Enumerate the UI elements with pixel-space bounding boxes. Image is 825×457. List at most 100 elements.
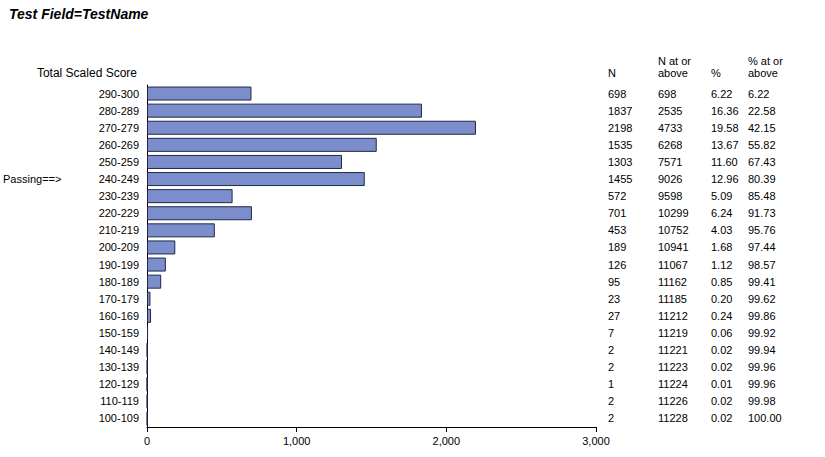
svg-text:0.02: 0.02 xyxy=(711,361,732,373)
svg-text:12.96: 12.96 xyxy=(711,173,739,185)
svg-text:10299: 10299 xyxy=(658,207,689,219)
svg-text:0.24: 0.24 xyxy=(711,310,732,322)
svg-text:Total Scaled Score: Total Scaled Score xyxy=(37,66,137,80)
svg-text:280-289: 280-289 xyxy=(99,105,139,117)
svg-text:6.22: 6.22 xyxy=(711,88,732,100)
svg-text:1.68: 1.68 xyxy=(711,241,732,253)
svg-text:91.73: 91.73 xyxy=(748,207,776,219)
svg-text:55.82: 55.82 xyxy=(748,139,776,151)
svg-text:Test Field=TestName: Test Field=TestName xyxy=(9,6,149,22)
svg-text:5.09: 5.09 xyxy=(711,190,732,202)
svg-text:99.96: 99.96 xyxy=(748,378,776,390)
svg-text:above: above xyxy=(658,67,688,79)
svg-text:0.02: 0.02 xyxy=(711,395,732,407)
svg-text:N at or: N at or xyxy=(658,55,691,67)
svg-text:0.20: 0.20 xyxy=(711,293,732,305)
svg-text:27: 27 xyxy=(608,310,620,322)
svg-text:11221: 11221 xyxy=(658,344,688,356)
svg-text:99.92: 99.92 xyxy=(748,327,776,339)
svg-text:150-159: 150-159 xyxy=(99,327,139,339)
svg-text:190-199: 190-199 xyxy=(99,259,139,271)
svg-text:126: 126 xyxy=(608,259,626,271)
svg-text:13.67: 13.67 xyxy=(711,139,739,151)
svg-text:99.41: 99.41 xyxy=(748,276,776,288)
svg-text:6.22: 6.22 xyxy=(748,88,769,100)
svg-text:99.96: 99.96 xyxy=(748,361,776,373)
svg-text:11219: 11219 xyxy=(658,327,688,339)
svg-text:290-300: 290-300 xyxy=(99,88,139,100)
svg-text:180-189: 180-189 xyxy=(99,276,139,288)
svg-text:%: % xyxy=(711,67,721,79)
svg-text:270-279: 270-279 xyxy=(99,122,139,134)
svg-text:701: 701 xyxy=(608,207,626,219)
svg-text:11224: 11224 xyxy=(658,378,688,390)
svg-text:0.02: 0.02 xyxy=(711,412,732,424)
svg-text:99.62: 99.62 xyxy=(748,293,776,305)
svg-text:1303: 1303 xyxy=(608,156,632,168)
svg-text:6268: 6268 xyxy=(658,139,682,151)
svg-text:1: 1 xyxy=(608,378,614,390)
svg-text:210-219: 210-219 xyxy=(99,224,139,236)
svg-text:110-119: 110-119 xyxy=(100,395,139,407)
svg-text:160-169: 160-169 xyxy=(99,310,139,322)
svg-text:Passing==>: Passing==> xyxy=(3,173,61,185)
svg-text:140-149: 140-149 xyxy=(99,344,139,356)
svg-text:9598: 9598 xyxy=(658,190,682,202)
svg-text:10941: 10941 xyxy=(658,241,689,253)
svg-text:11223: 11223 xyxy=(658,361,688,373)
svg-text:0.06: 0.06 xyxy=(711,327,732,339)
svg-text:572: 572 xyxy=(608,190,626,202)
svg-text:120-129: 120-129 xyxy=(99,378,139,390)
svg-text:4.03: 4.03 xyxy=(711,224,732,236)
svg-text:698: 698 xyxy=(658,88,676,100)
svg-text:2: 2 xyxy=(608,412,614,424)
svg-text:11212: 11212 xyxy=(658,310,688,322)
svg-text:260-269: 260-269 xyxy=(99,139,139,151)
svg-text:42.15: 42.15 xyxy=(748,122,776,134)
svg-text:19.58: 19.58 xyxy=(711,122,739,134)
svg-text:11162: 11162 xyxy=(658,276,687,288)
svg-text:9026: 9026 xyxy=(658,173,682,185)
svg-text:1.12: 1.12 xyxy=(711,259,732,271)
svg-text:97.44: 97.44 xyxy=(748,241,776,253)
svg-text:0: 0 xyxy=(144,435,150,447)
svg-text:1455: 1455 xyxy=(608,173,632,185)
svg-text:4733: 4733 xyxy=(658,122,682,134)
svg-text:200-209: 200-209 xyxy=(99,241,139,253)
svg-text:10752: 10752 xyxy=(658,224,689,236)
svg-text:22.58: 22.58 xyxy=(748,105,776,117)
svg-text:99.98: 99.98 xyxy=(748,395,776,407)
svg-text:95.76: 95.76 xyxy=(748,224,776,236)
svg-text:85.48: 85.48 xyxy=(748,190,776,202)
svg-text:170-179: 170-179 xyxy=(99,293,139,305)
svg-text:1535: 1535 xyxy=(608,139,632,151)
svg-text:11185: 11185 xyxy=(658,293,687,305)
svg-text:130-139: 130-139 xyxy=(99,361,139,373)
svg-text:250-259: 250-259 xyxy=(99,156,139,168)
svg-text:100-109: 100-109 xyxy=(99,412,139,424)
svg-text:99.86: 99.86 xyxy=(748,310,776,322)
svg-text:220-229: 220-229 xyxy=(99,207,139,219)
svg-text:2535: 2535 xyxy=(658,105,682,117)
svg-text:7571: 7571 xyxy=(658,156,682,168)
svg-text:95: 95 xyxy=(608,276,620,288)
svg-text:98.57: 98.57 xyxy=(748,259,776,271)
svg-text:11228: 11228 xyxy=(658,412,688,424)
svg-text:11226: 11226 xyxy=(658,395,688,407)
svg-text:100.00: 100.00 xyxy=(748,412,782,424)
svg-text:698: 698 xyxy=(608,88,626,100)
svg-text:7: 7 xyxy=(608,327,614,339)
svg-text:80.39: 80.39 xyxy=(748,173,776,185)
svg-text:2: 2 xyxy=(608,344,614,356)
svg-text:6.24: 6.24 xyxy=(711,207,732,219)
svg-text:453: 453 xyxy=(608,224,626,236)
svg-text:23: 23 xyxy=(608,293,620,305)
svg-text:99.94: 99.94 xyxy=(748,344,776,356)
svg-text:11067: 11067 xyxy=(658,259,688,271)
svg-text:2198: 2198 xyxy=(608,122,632,134)
svg-text:N: N xyxy=(608,67,616,79)
svg-text:67.43: 67.43 xyxy=(748,156,776,168)
svg-text:0.01: 0.01 xyxy=(711,378,732,390)
svg-text:0.02: 0.02 xyxy=(711,344,732,356)
svg-text:2: 2 xyxy=(608,395,614,407)
